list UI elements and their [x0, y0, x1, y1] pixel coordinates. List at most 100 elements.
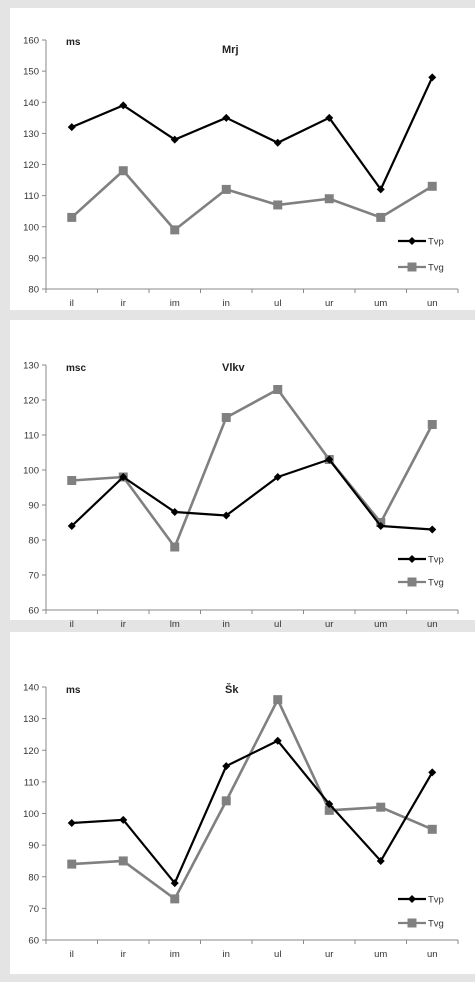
data-point-tvp: [273, 138, 282, 147]
panel-background: [10, 632, 475, 974]
data-point-tvp: [428, 73, 437, 82]
y-tick-label: 110: [24, 777, 39, 788]
y-tick-label: 70: [28, 904, 39, 915]
y-tick-label: 120: [23, 160, 39, 171]
y-tick-label: 100: [23, 809, 39, 820]
chart-vlkv: 60 70 80 90 100 110 120 130 il ir lm in ul ur um un msc V…: [10, 320, 475, 630]
chart-mrj: 80 90 100 110 120 130 140 150 160 il ir im in ul ur um u…: [10, 8, 475, 310]
data-point-tvp: [119, 815, 128, 824]
x-tick-label: ur: [325, 619, 333, 630]
legend-item-tvg: Tvg: [398, 577, 444, 589]
data-point-tvp: [428, 525, 437, 534]
data-point-tvg: [221, 184, 231, 194]
legend-marker: [407, 918, 417, 928]
x-tick-label: ir: [121, 298, 126, 309]
y-tick-label: 110: [24, 191, 39, 202]
data-point-tvp: [170, 135, 179, 144]
unit-label: msc: [66, 363, 86, 374]
data-point-tvg: [118, 166, 128, 176]
series-line-tvg: [71, 388, 434, 549]
x-tick-label: in: [223, 949, 230, 960]
series-tvg: [67, 695, 437, 904]
data-point-tvg: [324, 194, 334, 204]
data-point-tvg: [221, 796, 231, 806]
unit-label: ms: [66, 37, 81, 48]
data-point-tvp: [119, 473, 128, 481]
series-line-tvp: [70, 458, 433, 531]
data-point-tvg: [427, 824, 437, 834]
y-tick-label: 90: [28, 501, 39, 512]
x-tick-label: ul: [274, 949, 281, 960]
legend-label: Tvg: [428, 919, 444, 930]
data-point-tvg: [67, 859, 77, 869]
data-point-tvg: [324, 805, 334, 815]
x-tick-label: im: [170, 949, 180, 960]
x-tick-label: un: [427, 298, 438, 309]
x-tick-label: ur: [325, 949, 333, 960]
legend-label: Tvg: [428, 263, 444, 274]
series-line-tvg: [71, 698, 433, 901]
x-tick-label: um: [374, 619, 387, 630]
chart-title: Šk: [225, 683, 239, 696]
legend-marker: [408, 555, 416, 563]
x-tick-label: im: [170, 298, 180, 309]
unit-label: ms: [66, 685, 81, 696]
data-point-tvg: [427, 181, 437, 191]
chart-sk: 60 70 80 90 100 110 120 130 140 il ir im in ul ur um un m…: [10, 632, 475, 974]
y-tick-label: 140: [23, 98, 39, 109]
data-point-tvp: [325, 455, 334, 464]
data-point-tvp: [222, 511, 231, 520]
data-point-tvp: [222, 762, 231, 771]
data-point-tvp: [325, 113, 334, 122]
x-tick-label: in: [223, 298, 230, 309]
data-point-tvg: [67, 476, 77, 485]
y-tick-label: 130: [23, 129, 39, 140]
y-tick-label: 60: [28, 606, 39, 617]
y-tick-label: 100: [23, 222, 39, 233]
y-tick-label: 150: [23, 67, 39, 78]
x-tick-label: ul: [274, 298, 281, 309]
data-point-tvp: [376, 185, 385, 194]
legend-marker: [408, 237, 416, 245]
legend-item-tvg: Tvg: [398, 918, 444, 930]
y-tick-label: 80: [28, 536, 39, 547]
x-tick-label: um: [374, 949, 387, 960]
legend-label: Tvp: [428, 555, 444, 566]
series-line-tvg: [70, 169, 433, 232]
data-point-tvg: [170, 542, 180, 552]
data-point-tvp: [170, 879, 179, 888]
y-tick-label: 110: [24, 431, 39, 442]
data-point-tvp: [428, 768, 437, 777]
series-tvp: [67, 73, 437, 194]
data-point-tvg: [170, 225, 180, 235]
series-tvg: [67, 166, 437, 235]
x-tick-label: il: [70, 949, 74, 960]
y-tick-label: 70: [28, 571, 39, 582]
y-tick-label: 160: [23, 36, 39, 47]
data-point-tvg: [273, 385, 283, 394]
legend-label: Tvg: [428, 578, 444, 589]
x-tick-label: in: [223, 619, 230, 630]
data-point-tvp: [170, 508, 179, 516]
data-point-tvp: [273, 473, 282, 481]
legend-item-tvp: Tvp: [398, 895, 444, 906]
x-tick-label: un: [427, 949, 438, 960]
series-tvp: [67, 736, 437, 888]
data-point-tvp: [67, 818, 76, 827]
y-tick-label: 60: [28, 936, 39, 947]
series-line-tvp: [71, 76, 434, 191]
legend-marker: [407, 262, 417, 272]
legend-item-tvp: Tvp: [398, 237, 444, 248]
legend-marker: [407, 577, 417, 587]
x-tick-label: un: [427, 619, 438, 630]
data-point-tvg: [221, 413, 231, 422]
x-tick-label: ur: [325, 298, 333, 309]
data-point-tvp: [222, 113, 231, 122]
y-tick-label: 100: [23, 466, 39, 477]
legend-item-tvg: Tvg: [398, 262, 444, 274]
y-tick-label: 140: [23, 683, 39, 694]
data-point-tvp: [67, 522, 76, 530]
y-tick-label: 80: [28, 872, 39, 883]
data-point-tvp: [273, 736, 282, 745]
panel-background: [10, 8, 475, 310]
